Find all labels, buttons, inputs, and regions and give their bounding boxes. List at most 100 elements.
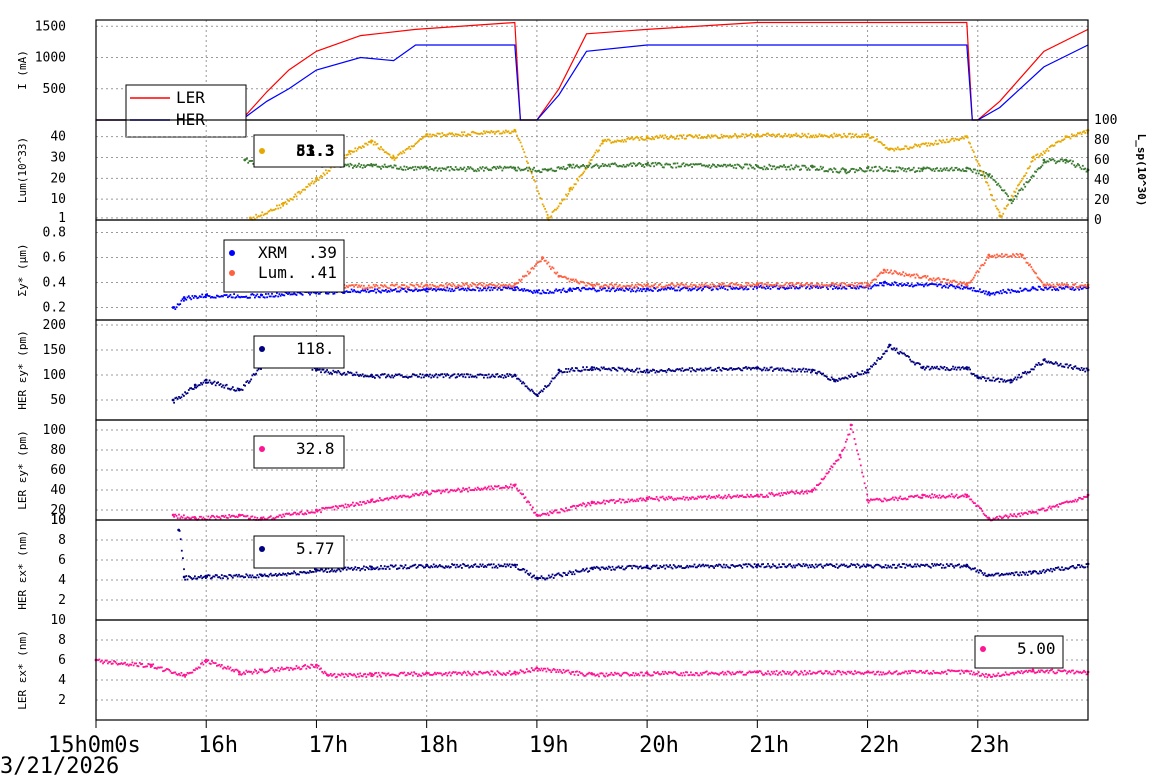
- data-point: [461, 567, 463, 569]
- data-point: [1070, 285, 1073, 288]
- data-point: [194, 295, 196, 297]
- data-point: [627, 498, 630, 501]
- data-point: [741, 369, 744, 372]
- data-point: [1059, 362, 1062, 365]
- data-point: [190, 298, 193, 301]
- data-point: [839, 378, 842, 381]
- data-point: [494, 566, 496, 569]
- data-point: [1078, 285, 1080, 288]
- data-point: [779, 165, 782, 167]
- data-point: [1015, 515, 1018, 518]
- data-point: [376, 374, 379, 377]
- data-point: [703, 369, 706, 372]
- series-points: [171, 423, 1090, 522]
- data-point: [637, 162, 640, 165]
- data-point: [475, 132, 478, 135]
- data-point: [838, 377, 840, 380]
- data-point: [742, 367, 745, 369]
- data-point: [392, 289, 395, 291]
- data-point: [263, 573, 266, 576]
- data-point: [230, 296, 233, 299]
- data-point: [829, 167, 832, 170]
- data-point: [670, 370, 673, 372]
- data-point: [765, 367, 768, 370]
- data-point: [1053, 288, 1056, 290]
- data-point: [325, 568, 327, 571]
- data-point: [352, 290, 354, 293]
- data-point: [447, 374, 450, 376]
- data-point: [189, 517, 191, 520]
- data-point: [370, 498, 373, 502]
- data-point: [598, 501, 600, 504]
- data-point: [836, 459, 839, 462]
- data-point: [904, 272, 907, 275]
- data-point: [283, 573, 286, 576]
- data-point: [377, 290, 380, 292]
- data-point: [930, 278, 933, 281]
- data-point: [557, 205, 560, 208]
- data-point: [288, 292, 291, 294]
- data-point: [944, 286, 947, 289]
- data-point: [277, 515, 280, 518]
- data-point: [574, 569, 577, 572]
- data-point: [936, 277, 939, 280]
- data-point: [1047, 506, 1050, 509]
- data-point: [679, 497, 681, 500]
- data-point: [851, 167, 854, 170]
- data-point: [936, 285, 939, 288]
- data-point: [472, 168, 474, 171]
- data-point: [1021, 188, 1024, 191]
- data-point: [985, 515, 987, 517]
- data-point: [565, 193, 567, 196]
- data-point: [252, 576, 255, 579]
- data-point: [652, 498, 654, 500]
- data-point: [508, 563, 511, 566]
- data-point: [240, 388, 243, 391]
- data-point: [489, 376, 491, 379]
- data-point: [941, 366, 943, 369]
- data-point: [1080, 367, 1083, 369]
- data-point: [951, 284, 953, 287]
- data-point: [933, 170, 936, 172]
- data-point: [550, 380, 553, 383]
- data-point: [894, 349, 897, 352]
- data-point: [949, 369, 952, 371]
- data-point: [546, 512, 549, 515]
- data-point: [331, 373, 333, 375]
- data-point: [315, 508, 318, 512]
- data-point: [628, 500, 631, 503]
- data-point: [367, 291, 370, 294]
- data-point: [643, 139, 646, 141]
- data-point: [356, 164, 359, 167]
- data-point: [889, 271, 891, 274]
- data-point: [1062, 502, 1065, 504]
- data-point: [399, 564, 402, 567]
- data-point: [681, 163, 684, 166]
- data-point: [484, 287, 486, 290]
- data-point: [583, 503, 586, 505]
- data-point: [605, 368, 608, 370]
- data-point: [386, 166, 389, 169]
- data-point: [483, 130, 485, 133]
- data-point: [1062, 287, 1065, 289]
- data-point: [403, 287, 406, 290]
- data-point: [1053, 505, 1056, 508]
- data-point: [644, 371, 647, 374]
- data-point: [805, 490, 807, 493]
- data-point: [508, 132, 511, 135]
- data-point: [490, 485, 493, 488]
- data-point: [269, 572, 272, 575]
- data-point: [958, 282, 960, 285]
- data-point: [871, 279, 874, 282]
- data-point: [694, 497, 697, 500]
- data-point: [724, 368, 727, 370]
- data-point: [513, 282, 517, 286]
- data-point: [1053, 144, 1056, 147]
- data-point: [425, 490, 429, 494]
- data-point: [348, 371, 351, 374]
- data-point: [318, 292, 321, 295]
- legend-value: .39: [308, 243, 337, 262]
- data-point: [1009, 381, 1012, 384]
- data-point: [686, 564, 689, 567]
- data-point: [974, 155, 976, 158]
